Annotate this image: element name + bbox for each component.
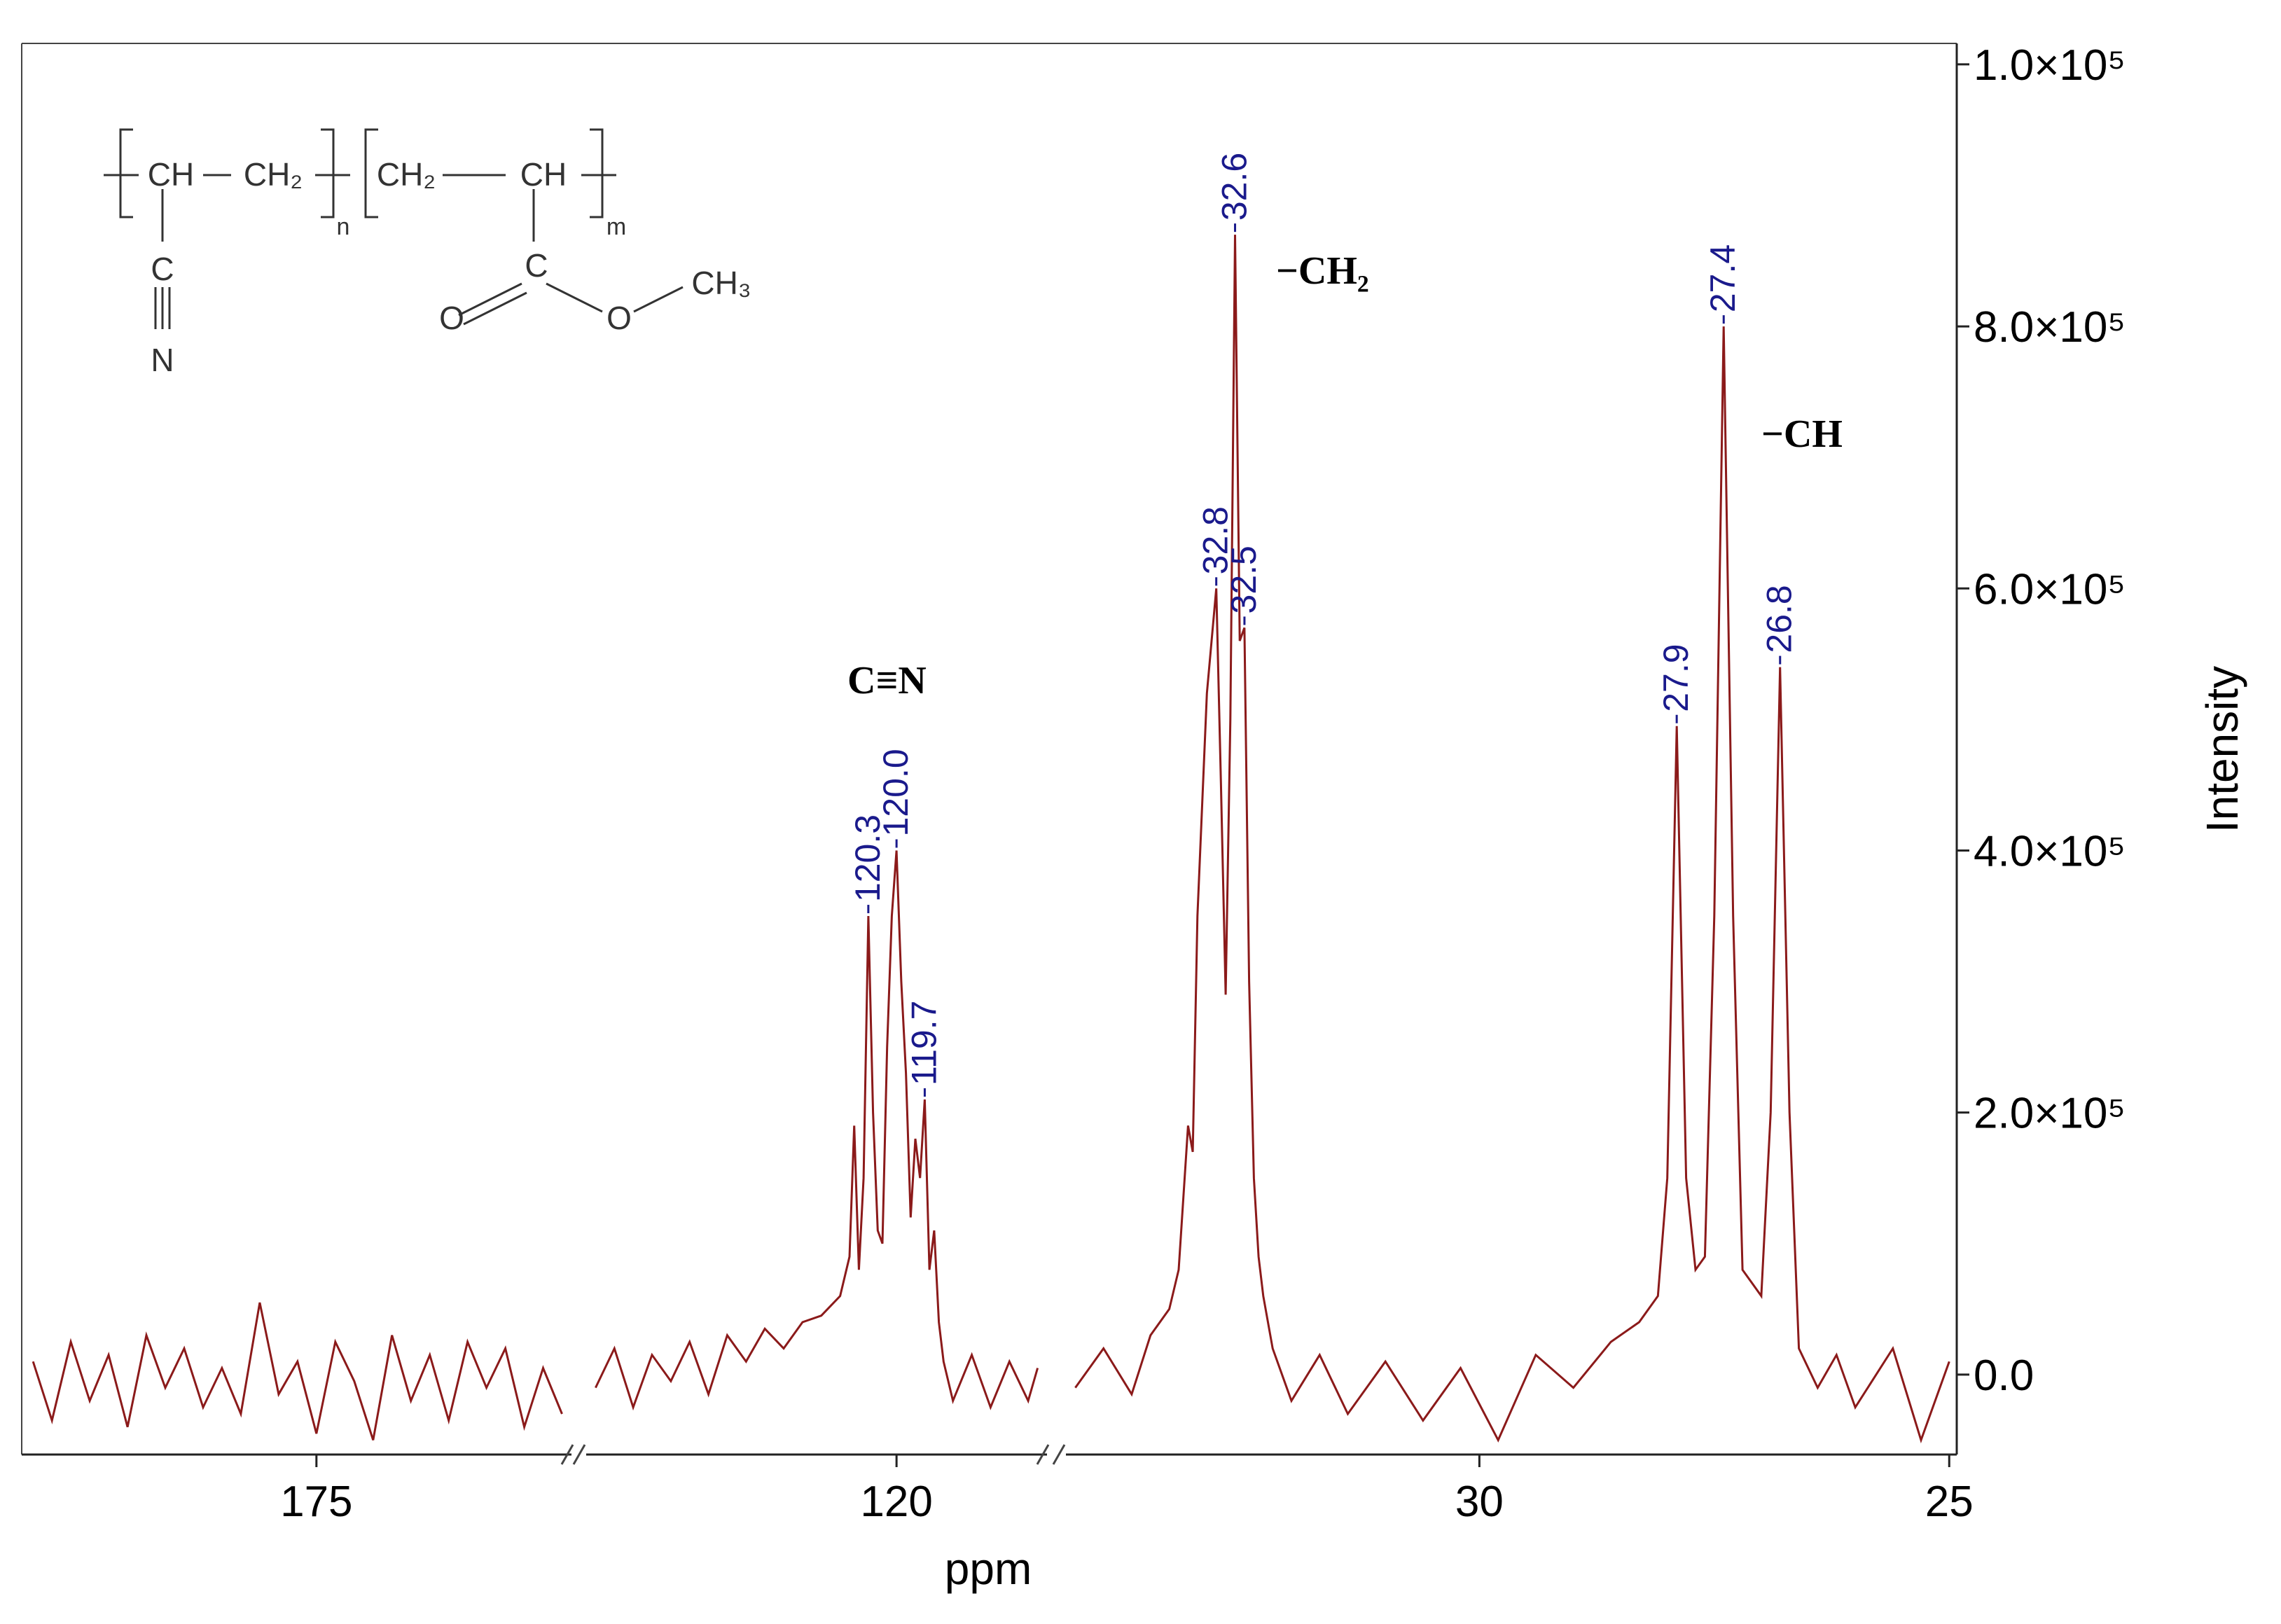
axis-break <box>1036 1444 1050 1465</box>
peak-label: 119.7 <box>904 1001 943 1085</box>
structure-text: O <box>439 300 464 336</box>
y-axis-label: Intensity <box>2197 666 2247 833</box>
structure-text: CH <box>520 156 567 193</box>
bond <box>633 286 684 313</box>
bond <box>546 282 603 313</box>
x-tick-label: 25 <box>1925 1478 1974 1526</box>
structure-text: C <box>525 247 548 284</box>
peak-label: 27.9 <box>1656 644 1696 712</box>
double-bond <box>458 282 527 326</box>
structure-text: CH₃ <box>691 265 751 301</box>
axis-break <box>572 1444 586 1465</box>
y-tick-label: 4.0×10⁵ <box>1974 827 2126 875</box>
peak-label: 26.8 <box>1760 585 1799 653</box>
triple-bond <box>154 287 171 329</box>
axis-break <box>560 1444 574 1465</box>
annotation: −CH <box>1761 412 1843 456</box>
structure-text: N <box>151 342 174 378</box>
x-tick-label: 120 <box>860 1478 932 1526</box>
structure-text: C <box>151 251 174 287</box>
y-tick-label: 1.0×10⁵ <box>1974 41 2126 90</box>
peak-label: 120.0 <box>876 749 915 836</box>
spectrum-line <box>1074 235 1950 1444</box>
x-tick-label: 175 <box>280 1478 352 1526</box>
structure-text: O <box>606 300 632 336</box>
peak-label: 32.8 <box>1196 506 1235 574</box>
annotation: C≡N <box>847 659 927 702</box>
spectrum-line <box>32 1302 563 1441</box>
y-tick-label: 6.0×10⁵ <box>1974 565 2126 613</box>
y-tick-label: 8.0×10⁵ <box>1974 303 2126 352</box>
y-tick-label: 0.0 <box>1974 1352 2034 1400</box>
structure-text: CH₂ <box>244 156 303 193</box>
structure-text: CH₂ <box>377 156 436 193</box>
structure-text: n <box>337 214 350 240</box>
axis-break <box>1052 1444 1066 1465</box>
peak-label: 120.3 <box>848 814 887 902</box>
structure: CH CH₂ n CH₂ CH m C N C O O CH₃ <box>104 128 751 378</box>
peak-label: 32.5 <box>1224 546 1263 613</box>
x-axis-label: ppm <box>945 1543 1032 1594</box>
peak-label: 32.6 <box>1215 153 1254 221</box>
bracket <box>364 128 604 218</box>
bracket <box>119 128 335 218</box>
y-tick-label: 2.0×10⁵ <box>1974 1090 2126 1138</box>
peak-label: 27.4 <box>1703 244 1742 312</box>
structure-text: m <box>606 214 626 240</box>
annotation: −CH₂ <box>1276 249 1369 293</box>
x-tick-label: 30 <box>1455 1478 1504 1526</box>
structure-text: CH <box>148 156 194 193</box>
spectrum-line <box>595 850 1039 1411</box>
